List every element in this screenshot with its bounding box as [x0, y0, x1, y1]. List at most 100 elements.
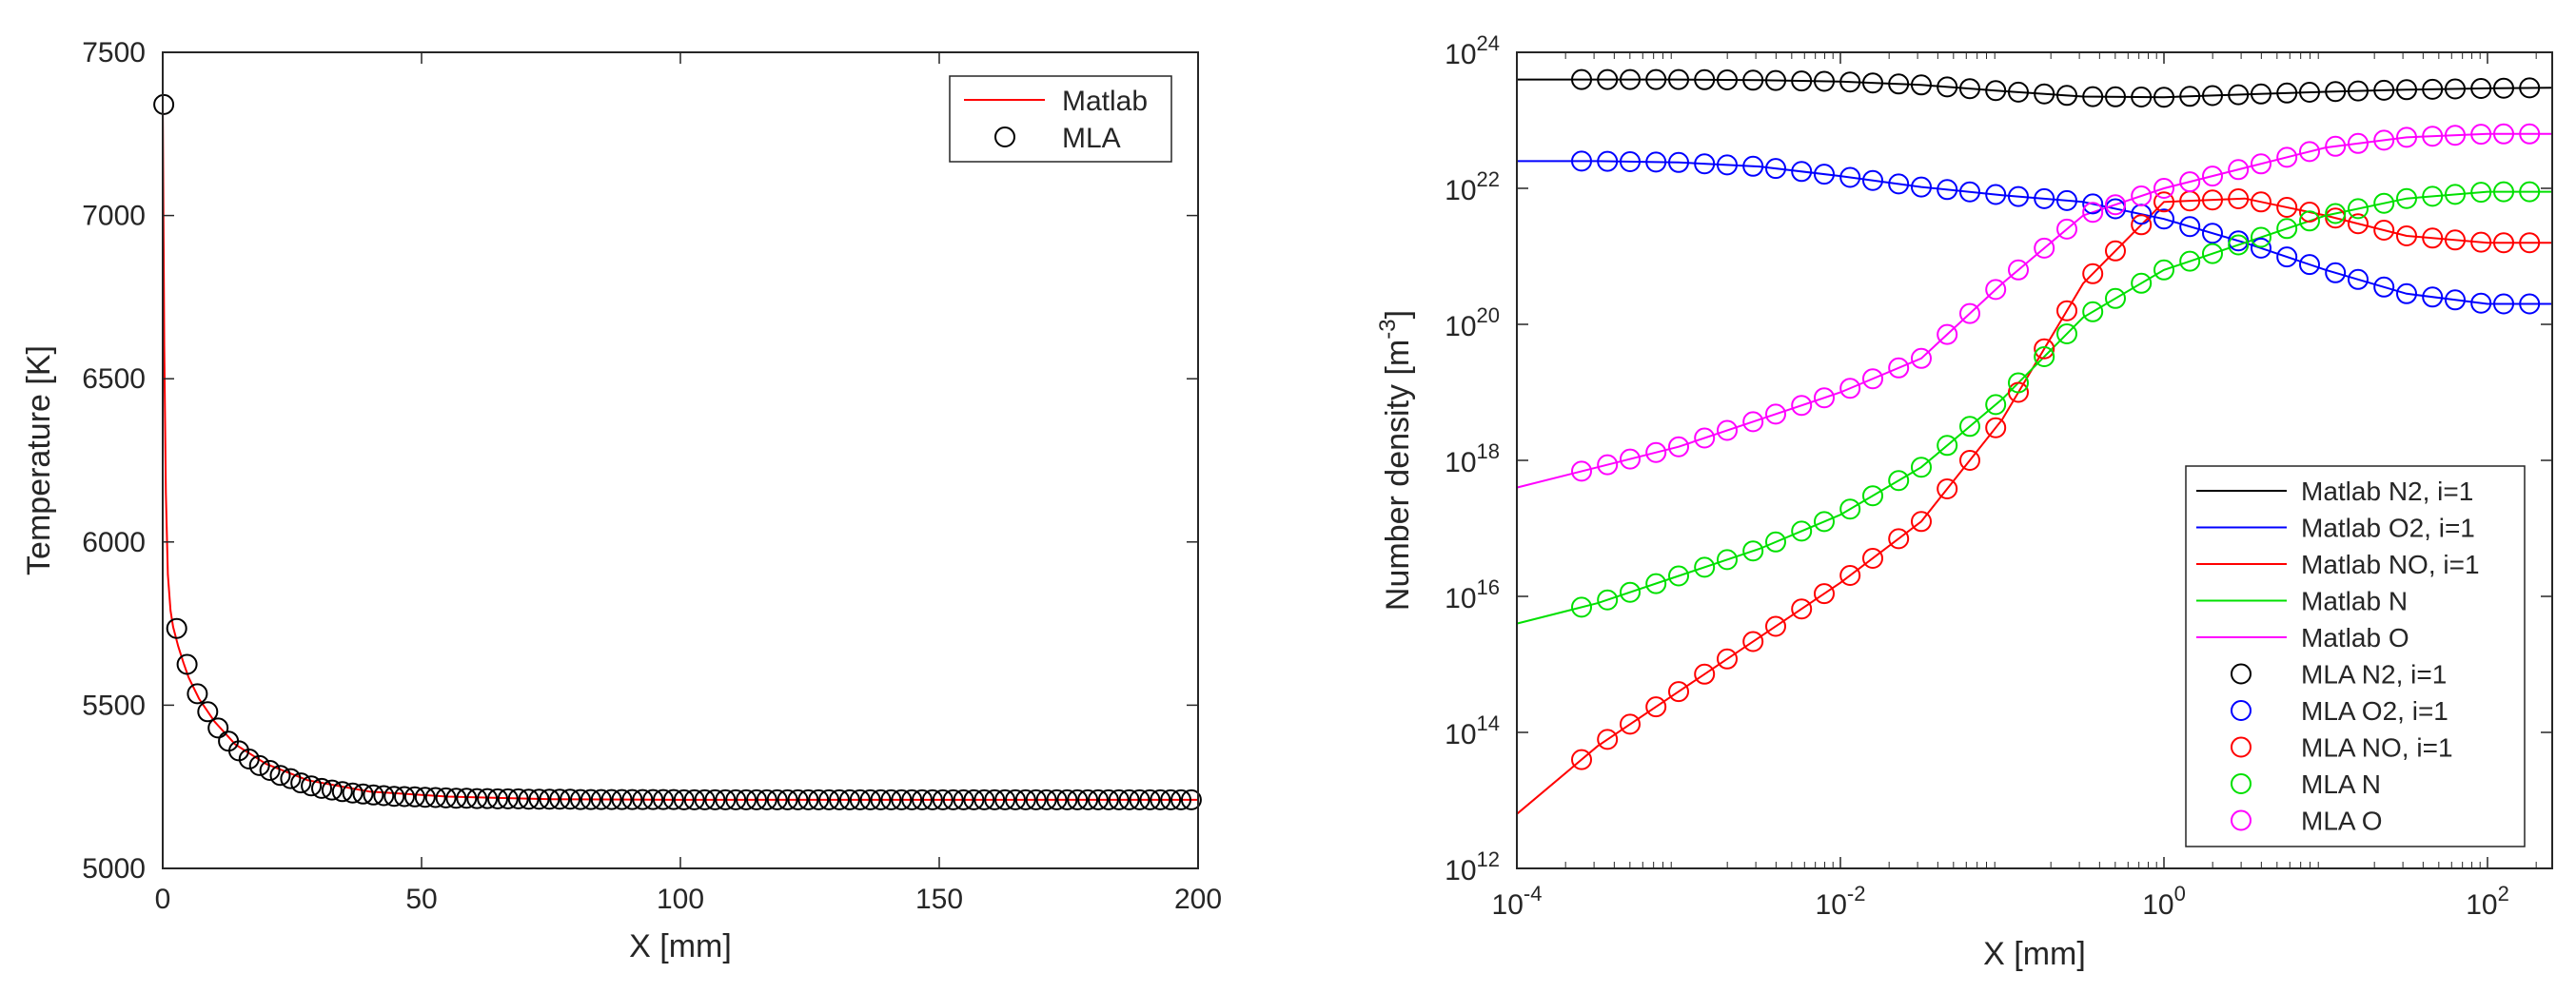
- data-point-o: [1645, 441, 1667, 463]
- data-point-o: [1862, 368, 1883, 390]
- data-point-n2-i-1: [1717, 69, 1738, 90]
- data-point-mla: [1005, 789, 1026, 810]
- data-point-o2-i-1: [2082, 193, 2104, 215]
- data-point-mla: [373, 785, 395, 807]
- data-point-n2-i-1: [1888, 73, 1910, 95]
- legend-label-matlab: Matlab: [1062, 86, 1148, 117]
- tick-exponent: 20: [1477, 303, 1500, 327]
- data-point-mla: [1108, 789, 1130, 810]
- data-point-o2-i-1: [1742, 155, 1764, 177]
- data-point-mla: [725, 789, 747, 810]
- data-point-mla: [797, 789, 819, 810]
- data-point-mla: [859, 789, 881, 810]
- data-point-o: [2299, 141, 2320, 163]
- data-point-n: [2131, 272, 2153, 294]
- data-point-no-i-1: [2348, 213, 2369, 235]
- data-point-mla: [528, 789, 550, 810]
- legend-label-mla: MLA: [1062, 123, 1121, 154]
- data-point-o: [1791, 395, 1813, 417]
- y-tick-label: 1012: [1445, 847, 1500, 886]
- density-ticks: 10-4 10-2 100 10210121014101610181020102210…: [1445, 31, 2552, 921]
- x-tick-label: 0: [155, 884, 171, 915]
- plot-frame: [162, 51, 1199, 869]
- data-point-n: [1742, 540, 1764, 562]
- tick-base: 10: [1445, 175, 1476, 206]
- data-point-o: [2228, 159, 2250, 181]
- data-point-o: [1911, 347, 1932, 369]
- data-point-mla: [653, 789, 674, 810]
- data-point-mla: [477, 788, 499, 809]
- tick-exponent: 16: [1477, 575, 1500, 599]
- data-point-o2-i-1: [2179, 216, 2201, 238]
- data-point-n2-i-1: [1742, 69, 1764, 91]
- legend-swatch-mla-o2-i-1: [2231, 700, 2252, 721]
- tick-exponent: -2: [1847, 882, 1866, 905]
- data-point-mla: [394, 786, 415, 808]
- data-point-mla: [1067, 789, 1089, 810]
- y-tick-label: 6000: [82, 527, 146, 558]
- y-tick-label: 1014: [1445, 711, 1500, 750]
- data-point-no-i-1: [1742, 631, 1764, 652]
- data-point-o2-i-1: [1862, 169, 1883, 191]
- legend-box: [949, 75, 1172, 163]
- data-point-mla: [445, 788, 467, 809]
- data-point-no-i-1: [2131, 214, 2153, 236]
- data-point-n: [2082, 301, 2104, 322]
- data-point-n: [2422, 185, 2444, 207]
- data-point-mla: [984, 789, 1006, 810]
- data-point-o: [2422, 126, 2444, 147]
- data-point-no-i-1: [2373, 220, 2395, 241]
- data-point-n: [2445, 184, 2466, 205]
- data-point-n2-i-1: [1937, 76, 1958, 98]
- data-point-n: [2276, 218, 2298, 240]
- tick-base: 10: [1445, 719, 1476, 750]
- legend-swatch-mla: [994, 127, 1015, 147]
- data-point-o: [2276, 146, 2298, 168]
- legend-label-matlab-n2-i-1: Matlab N2, i=1: [2301, 477, 2473, 506]
- data-point-n: [1694, 556, 1716, 578]
- tick-base: 10: [2466, 889, 2497, 921]
- data-point-mla: [1170, 789, 1191, 810]
- data-point-o2-i-1: [1888, 173, 1910, 195]
- data-point-n2-i-1: [2470, 78, 2492, 99]
- data-point-mla: [311, 777, 332, 799]
- data-point-n2-i-1: [2373, 79, 2395, 101]
- x-tick-label: 102: [2466, 882, 2509, 921]
- data-point-n2-i-1: [2105, 86, 2126, 107]
- data-point-mla: [570, 789, 591, 810]
- tick-exponent: 24: [1477, 31, 1500, 55]
- data-point-o: [2445, 125, 2466, 146]
- data-point-mla: [197, 701, 219, 723]
- legend-label-mla-o2-i-1: MLA O2, i=1: [2301, 696, 2448, 726]
- data-point-n: [1937, 435, 1958, 457]
- data-point-mla: [870, 789, 892, 810]
- data-point-n: [2299, 210, 2320, 232]
- data-point-no-i-1: [2105, 240, 2126, 262]
- data-point-no-i-1: [1765, 615, 1786, 637]
- data-point-mla: [497, 788, 519, 809]
- legend-label-matlab-o: Matlab O: [2301, 623, 2409, 652]
- data-point-o2-i-1: [1814, 164, 1835, 185]
- data-point-mla: [642, 789, 664, 810]
- data-point-mla: [746, 789, 767, 810]
- data-point-no-i-1: [2299, 202, 2320, 223]
- data-point-o2-i-1: [2153, 208, 2174, 230]
- data-point-mla: [1046, 789, 1068, 810]
- data-point-n2-i-1: [1985, 80, 2007, 102]
- data-point-o: [1814, 387, 1835, 409]
- data-point-n: [1620, 581, 1641, 603]
- data-point-n: [2153, 259, 2174, 281]
- data-point-n2-i-1: [2251, 83, 2271, 105]
- data-point-mla: [590, 789, 612, 810]
- data-point-n2-i-1: [1620, 68, 1641, 90]
- data-point-n2-i-1: [1645, 68, 1667, 90]
- data-point-o: [2056, 218, 2077, 240]
- data-point-mla: [487, 788, 508, 809]
- legend-swatch-mla-no-i-1: [2231, 736, 2252, 758]
- data-point-mla: [414, 787, 436, 808]
- temperature-chart: 0 50 100 150 200 5000 5500 6000 6500 7000 7500 X […: [21, 37, 1222, 964]
- data-point-mla: [507, 788, 529, 809]
- data-point-n: [1814, 511, 1835, 533]
- data-point-mla: [269, 765, 291, 787]
- data-point-o2-i-1: [2348, 268, 2369, 290]
